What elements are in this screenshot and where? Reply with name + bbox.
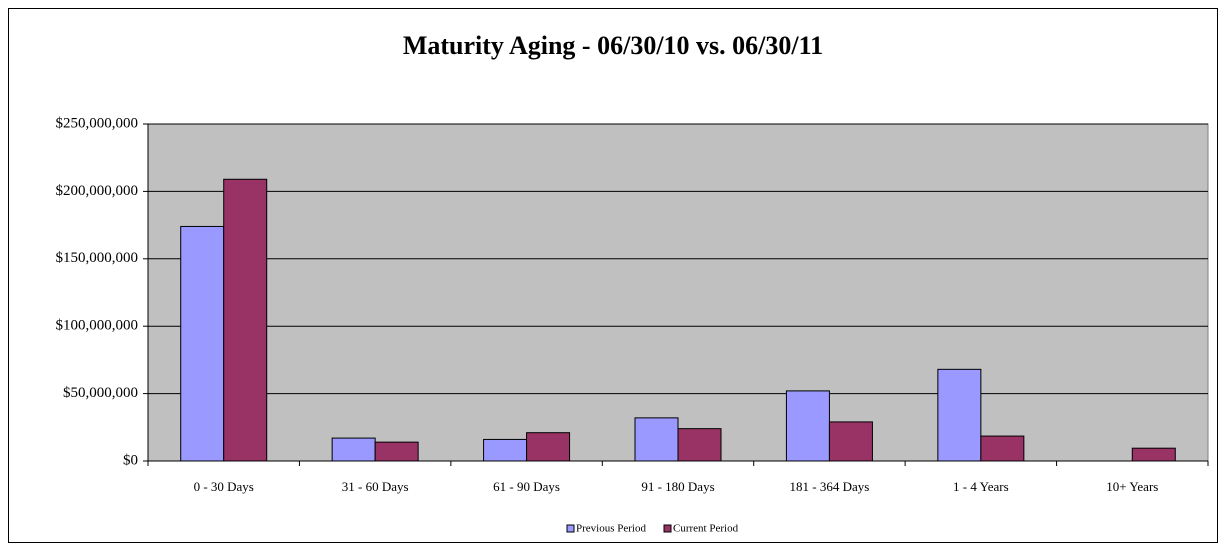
bar [937, 368, 982, 462]
chart-title: Maturity Aging - 06/30/10 vs. 06/30/11 [403, 31, 823, 60]
bar [374, 441, 419, 462]
plot-area [147, 123, 1209, 462]
bar [526, 432, 571, 462]
x-tick-label: 10+ Years [1106, 479, 1158, 494]
bar [677, 428, 722, 462]
bar [828, 421, 873, 462]
x-tick-label: 61 - 90 Days [493, 479, 560, 494]
x-tick-label: 181 - 364 Days [790, 479, 870, 494]
x-tick-label: 91 - 180 Days [641, 479, 714, 494]
y-tick-label: $50,000,000 [63, 385, 138, 401]
bar [785, 390, 830, 462]
bar [223, 178, 268, 462]
bar [483, 438, 528, 462]
legend-label: Current Period [673, 523, 739, 535]
bar [180, 225, 225, 462]
bar [634, 417, 679, 462]
bar [980, 435, 1025, 462]
y-tick-label: $200,000,000 [56, 183, 139, 199]
legend-label: Previous Period [576, 523, 646, 535]
x-tick-label: 31 - 60 Days [342, 479, 409, 494]
y-tick-label: $250,000,000 [56, 115, 139, 131]
y-tick-label: $100,000,000 [56, 318, 139, 334]
x-tick-label: 0 - 30 Days [194, 479, 254, 494]
bar [1131, 447, 1176, 462]
y-tick-label: $0 [123, 452, 138, 468]
bar [331, 437, 376, 462]
x-tick-label: 1 - 4 Years [953, 479, 1009, 494]
legend-swatch [663, 524, 672, 533]
legend-swatch [566, 524, 575, 533]
y-tick-label: $150,000,000 [56, 250, 139, 266]
